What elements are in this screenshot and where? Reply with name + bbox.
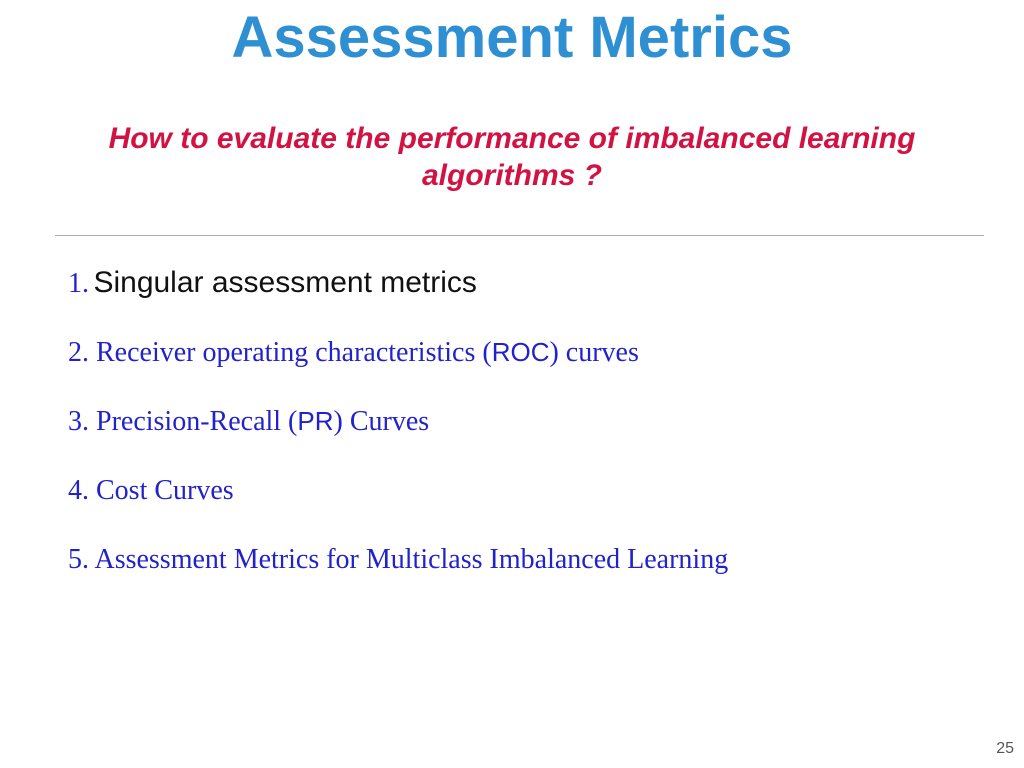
- item-5-text: Assessment Metrics for Multiclass Imbala…: [94, 544, 728, 575]
- item-1-number: 1.: [68, 268, 89, 299]
- slide: Assessment Metrics How to evaluate the p…: [0, 0, 1024, 768]
- list-item-2: 2. Receiver operating characteristics (R…: [68, 335, 1024, 370]
- item-3-pre: Precision-Recall (: [96, 406, 297, 437]
- item-1-text: Singular assessment metrics: [93, 266, 476, 299]
- item-2-pre: Receiver operating characteristics (: [96, 337, 492, 368]
- slide-title: Assessment Metrics: [0, 0, 1024, 70]
- metrics-list: 1. Singular assessment metrics 2. Receiv…: [68, 264, 1024, 578]
- item-4-number: 4.: [68, 475, 96, 506]
- item-3-abbr: PR: [297, 406, 333, 436]
- list-item-3: 3. Precision-Recall (PR) Curves: [68, 404, 1024, 439]
- item-3-number: 3.: [68, 406, 96, 437]
- page-number: 25: [996, 740, 1014, 758]
- item-4-text: Cost Curves: [96, 475, 234, 506]
- list-item-5: 5. Assessment Metrics for Multiclass Imb…: [68, 542, 1024, 577]
- list-item-1: 1. Singular assessment metrics: [68, 264, 1024, 302]
- item-2-post: ) curves: [549, 337, 638, 368]
- list-item-4: 4. Cost Curves: [68, 473, 1024, 508]
- item-2-abbr: ROC: [492, 337, 550, 367]
- item-5-number: 5.: [68, 544, 94, 575]
- section-divider: [55, 235, 984, 236]
- slide-subtitle: How to evaluate the performance of imbal…: [0, 120, 1024, 195]
- item-2-number: 2.: [68, 337, 96, 368]
- item-3-post: ) Curves: [334, 406, 430, 437]
